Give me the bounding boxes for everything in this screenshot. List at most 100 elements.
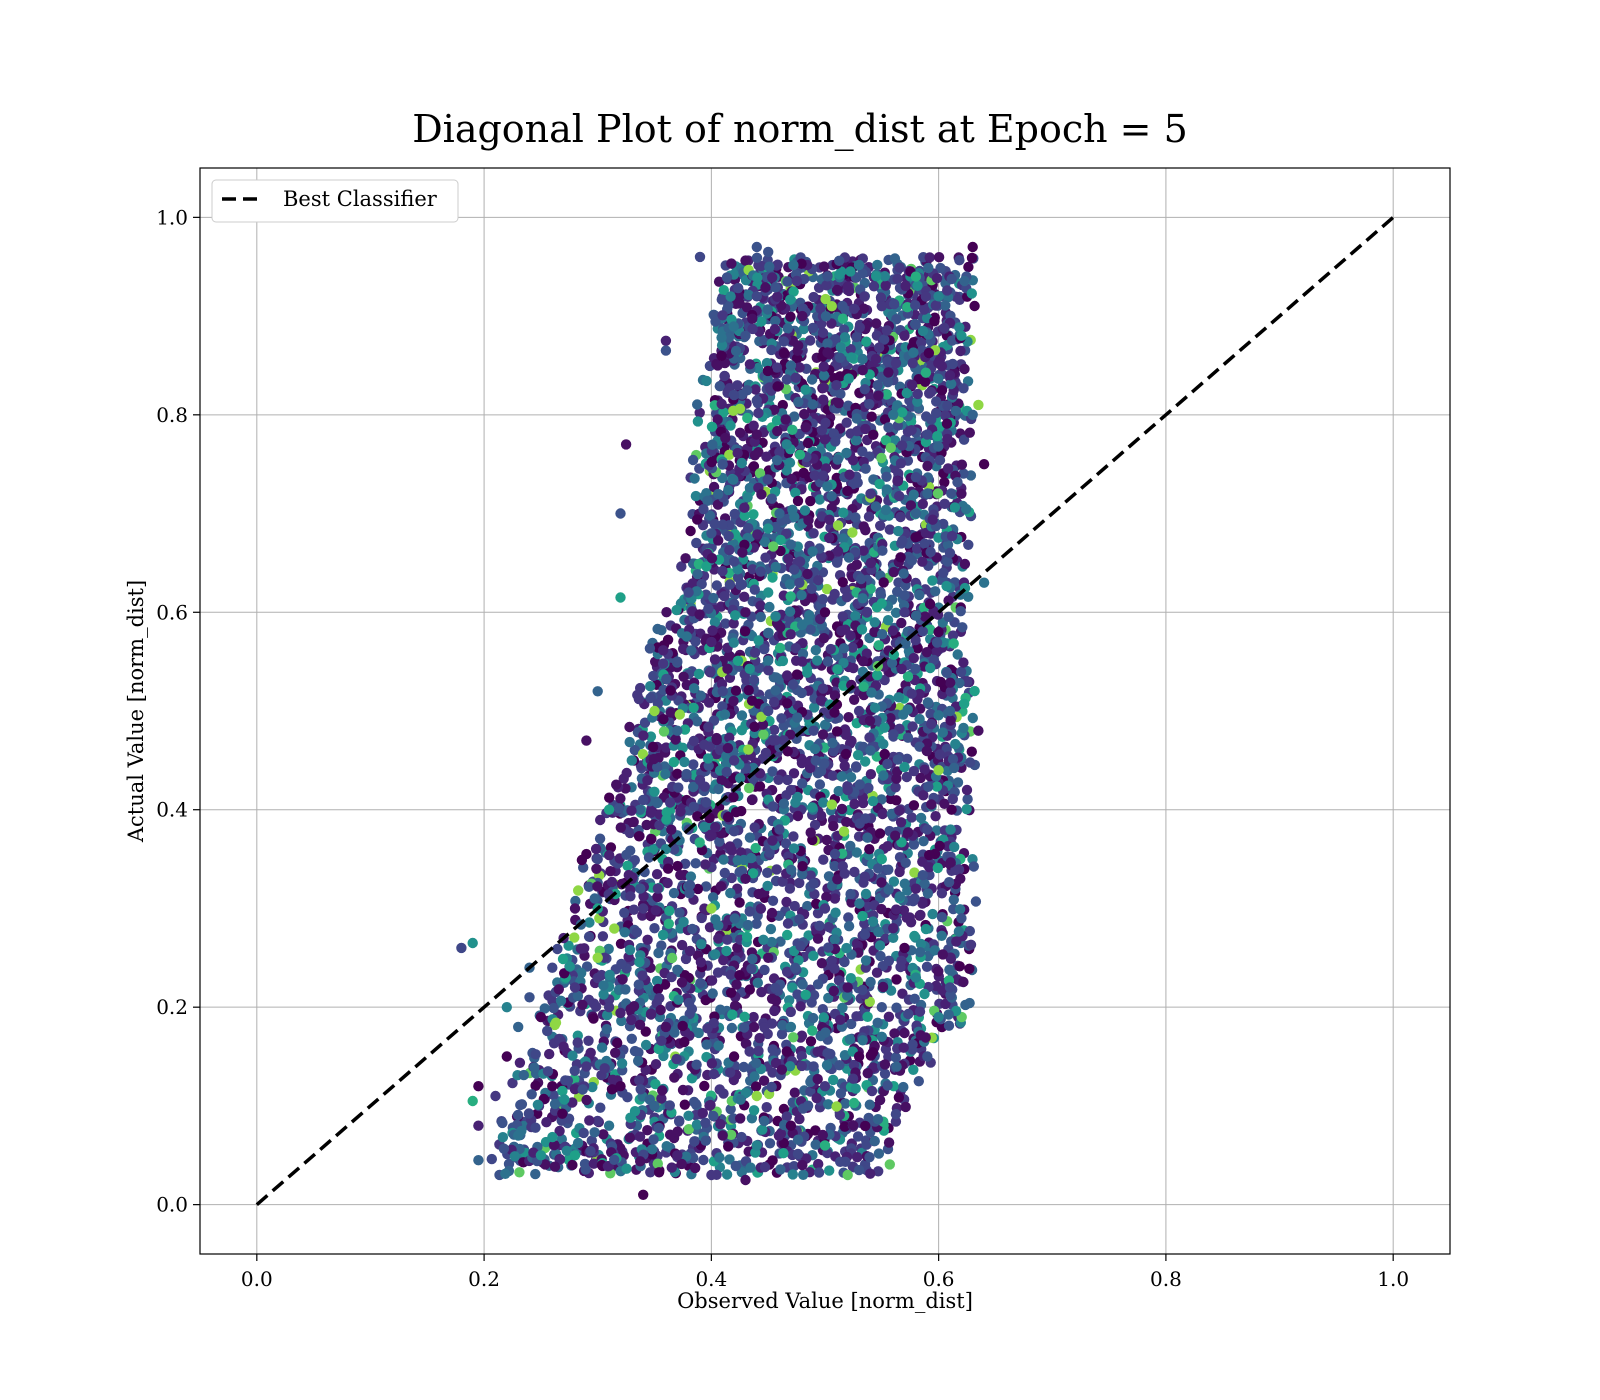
scatter-point <box>838 533 849 544</box>
scatter-point <box>900 857 911 868</box>
scatter-point <box>910 610 922 621</box>
scatter-point <box>817 327 829 338</box>
scatter-point <box>728 826 740 837</box>
scatter-point <box>932 431 943 442</box>
scatter-point <box>689 1136 700 1147</box>
scatter-point <box>677 1084 689 1096</box>
scatter-point <box>640 1039 652 1051</box>
scatter-point <box>751 918 762 929</box>
scatter-point <box>834 371 846 382</box>
scatter-point <box>587 1081 598 1093</box>
scatter-point <box>679 1099 690 1110</box>
scatter-point <box>829 848 841 860</box>
scatter-point <box>713 488 724 500</box>
scatter-point <box>559 1094 570 1105</box>
scatter-point <box>857 910 868 922</box>
scatter-point <box>958 722 969 734</box>
scatter-point <box>684 888 695 899</box>
scatter-point <box>743 782 755 794</box>
scatter-point <box>910 300 921 311</box>
scatter-point <box>890 607 902 618</box>
scatter-point <box>818 261 830 272</box>
scatter-point <box>918 790 929 801</box>
scatter-point <box>604 850 615 861</box>
scatter-point <box>584 917 595 928</box>
scatter-point <box>592 881 603 892</box>
scatter-point <box>736 725 747 736</box>
scatter-point <box>787 424 798 435</box>
scatter-point <box>857 984 868 996</box>
scatter-point <box>847 642 858 653</box>
scatter-point <box>663 918 674 929</box>
scatter-point <box>681 631 692 642</box>
scatter-point <box>515 1099 526 1111</box>
scatter-point <box>759 644 770 655</box>
scatter-point <box>747 564 758 575</box>
scatter-point <box>767 272 778 283</box>
scatter-point <box>952 649 963 660</box>
scatter-point <box>730 1160 741 1172</box>
scatter-point <box>834 1060 845 1071</box>
scatter-point <box>964 427 975 438</box>
scatter-point <box>750 842 761 854</box>
scatter-point <box>909 867 920 878</box>
scatter-point <box>590 843 602 855</box>
scatter-point <box>767 895 779 906</box>
scatter-point <box>658 645 669 656</box>
scatter-point <box>958 434 970 445</box>
scatter-point <box>514 1143 525 1155</box>
scatter-point <box>695 690 706 701</box>
scatter-point <box>733 298 745 309</box>
scatter-point <box>514 1167 525 1178</box>
scatter-point <box>486 1153 497 1165</box>
scatter-point <box>924 598 936 610</box>
scatter-point <box>868 429 879 440</box>
scatter-point <box>849 798 860 810</box>
scatter-point <box>695 957 707 968</box>
scatter-point <box>825 643 836 655</box>
scatter-point <box>709 654 721 665</box>
scatter-point <box>858 545 869 556</box>
scatter-point <box>877 981 889 993</box>
scatter-point <box>933 710 944 721</box>
scatter-point <box>692 399 703 410</box>
scatter-point <box>807 1012 819 1024</box>
scatter-point <box>611 779 622 790</box>
scatter-point <box>788 831 799 842</box>
scatter-point <box>653 947 664 959</box>
scatter-point <box>906 688 917 699</box>
scatter-point <box>866 411 877 422</box>
scatter-point <box>750 1057 762 1069</box>
scatter-point <box>815 695 827 706</box>
scatter-point <box>756 489 767 500</box>
scatter-point <box>507 1077 518 1089</box>
scatter-point <box>805 335 816 346</box>
scatter-point <box>831 284 843 296</box>
scatter-point <box>874 940 886 951</box>
scatter-point <box>933 966 944 977</box>
scatter-point <box>650 1059 662 1070</box>
scatter-point <box>660 768 671 780</box>
scatter-point <box>714 1152 725 1163</box>
scatter-point <box>782 918 794 929</box>
scatter-point <box>784 606 796 617</box>
scatter-point <box>648 670 659 682</box>
scatter-point <box>657 929 669 941</box>
scatter-point <box>788 1161 800 1172</box>
scatter-point <box>841 447 852 459</box>
scatter-point <box>690 1098 701 1110</box>
scatter-point <box>672 860 683 872</box>
scatter-point <box>880 280 891 291</box>
scatter-point <box>782 323 793 334</box>
scatter-point <box>748 1105 760 1116</box>
scatter-point <box>941 667 952 678</box>
scatter-point <box>713 783 724 795</box>
scatter-point <box>846 897 857 908</box>
scatter-point <box>645 1009 657 1020</box>
scatter-point <box>850 761 862 772</box>
scatter-point <box>732 942 743 953</box>
scatter-point <box>747 953 758 965</box>
scatter-point <box>955 606 966 617</box>
scatter-point <box>824 532 835 544</box>
scatter-point <box>896 440 908 451</box>
